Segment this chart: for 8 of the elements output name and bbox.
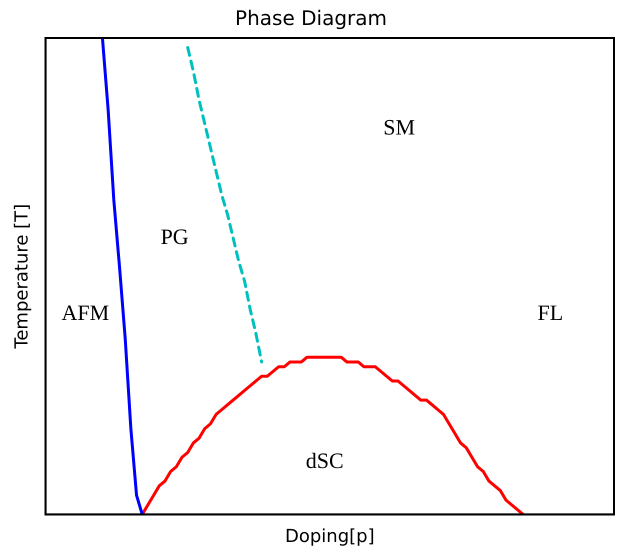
x-axis-title: Doping[p] xyxy=(284,526,375,547)
chart-title: Phase Diagram xyxy=(235,6,387,30)
annotation: FL xyxy=(537,300,564,326)
annotation: AFM xyxy=(62,300,110,326)
annotation: PG xyxy=(160,224,189,249)
annotation: SM xyxy=(383,114,416,140)
y-axis-title: Temperature [T] xyxy=(11,204,32,350)
annotation: dSC xyxy=(306,448,344,473)
